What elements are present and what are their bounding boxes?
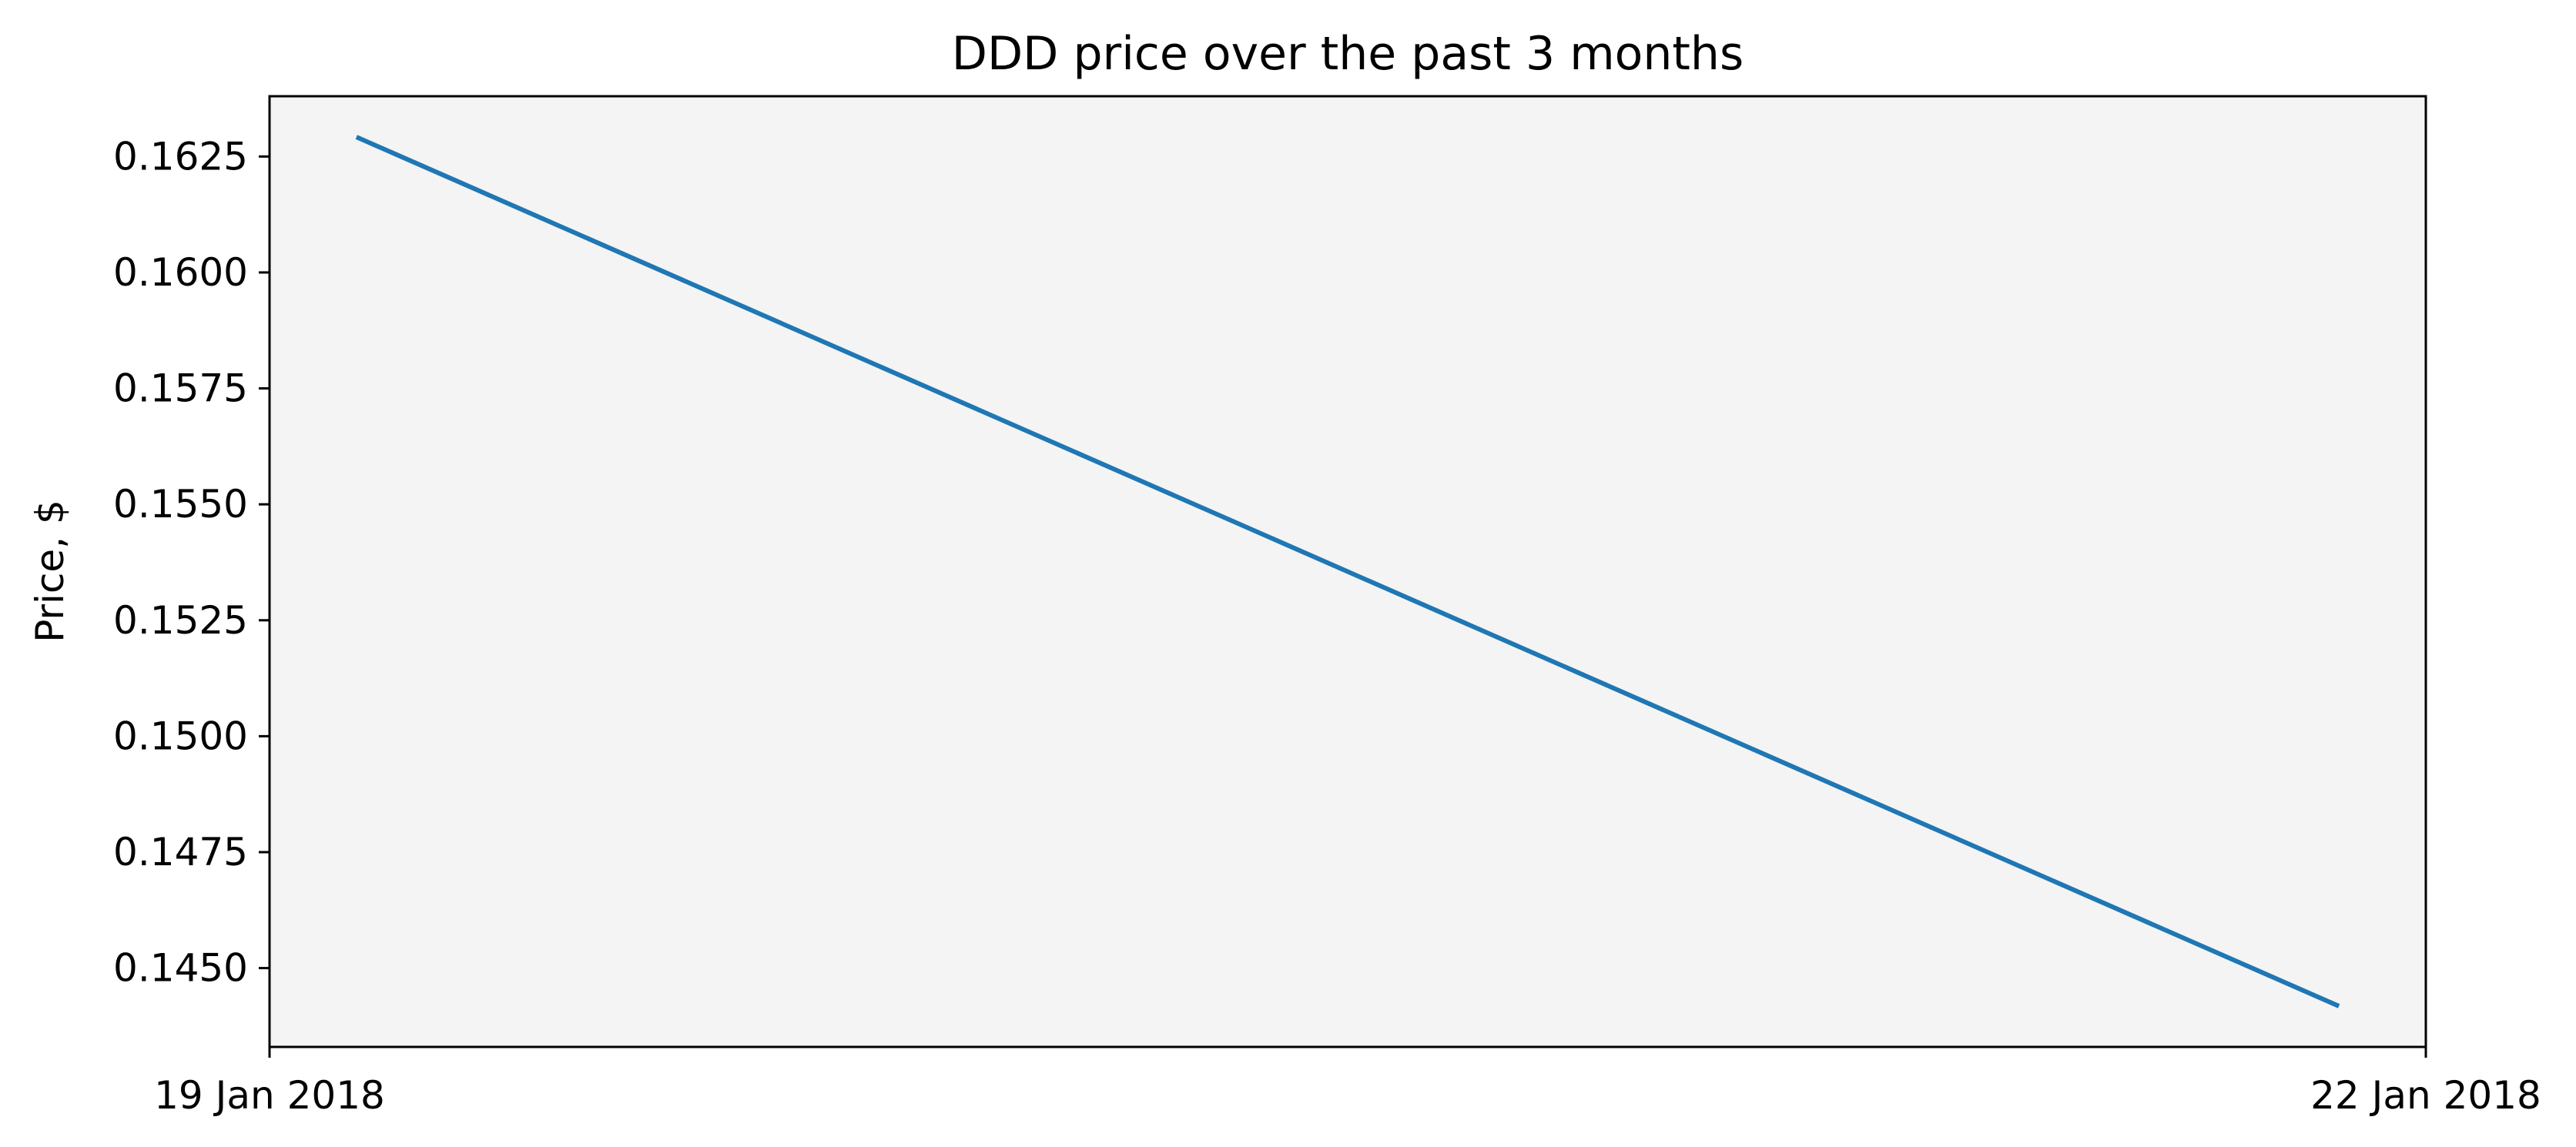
x-axis-ticks: 19 Jan 2018 22 Jan 2018 [154,1047,2541,1118]
y-tick-label: 0.1600 [113,250,248,295]
y-axis-ticks: 0.1450 0.1475 0.1500 0.1525 0.1550 0.1575 0.16… [113,134,270,991]
x-tick-label: 22 Jan 2018 [2310,1073,2541,1118]
y-tick-label: 0.1625 [113,134,248,179]
plot-frame [268,95,2427,1048]
series-line [355,135,2340,1008]
y-tick-label: 0.1450 [113,946,248,991]
y-tick-label: 0.1500 [113,714,248,758]
y-tick-label: 0.1575 [113,366,248,411]
series-layer [355,135,2340,1008]
y-axis-label: Price, $ [28,500,72,643]
y-tick-label: 0.1525 [113,598,248,643]
y-tick-label: 0.1475 [113,830,248,874]
chart-title: DDD price over the past 3 months [952,27,1744,81]
x-tick-label: 19 Jan 2018 [154,1073,385,1118]
y-tick-label: 0.1550 [113,482,248,527]
